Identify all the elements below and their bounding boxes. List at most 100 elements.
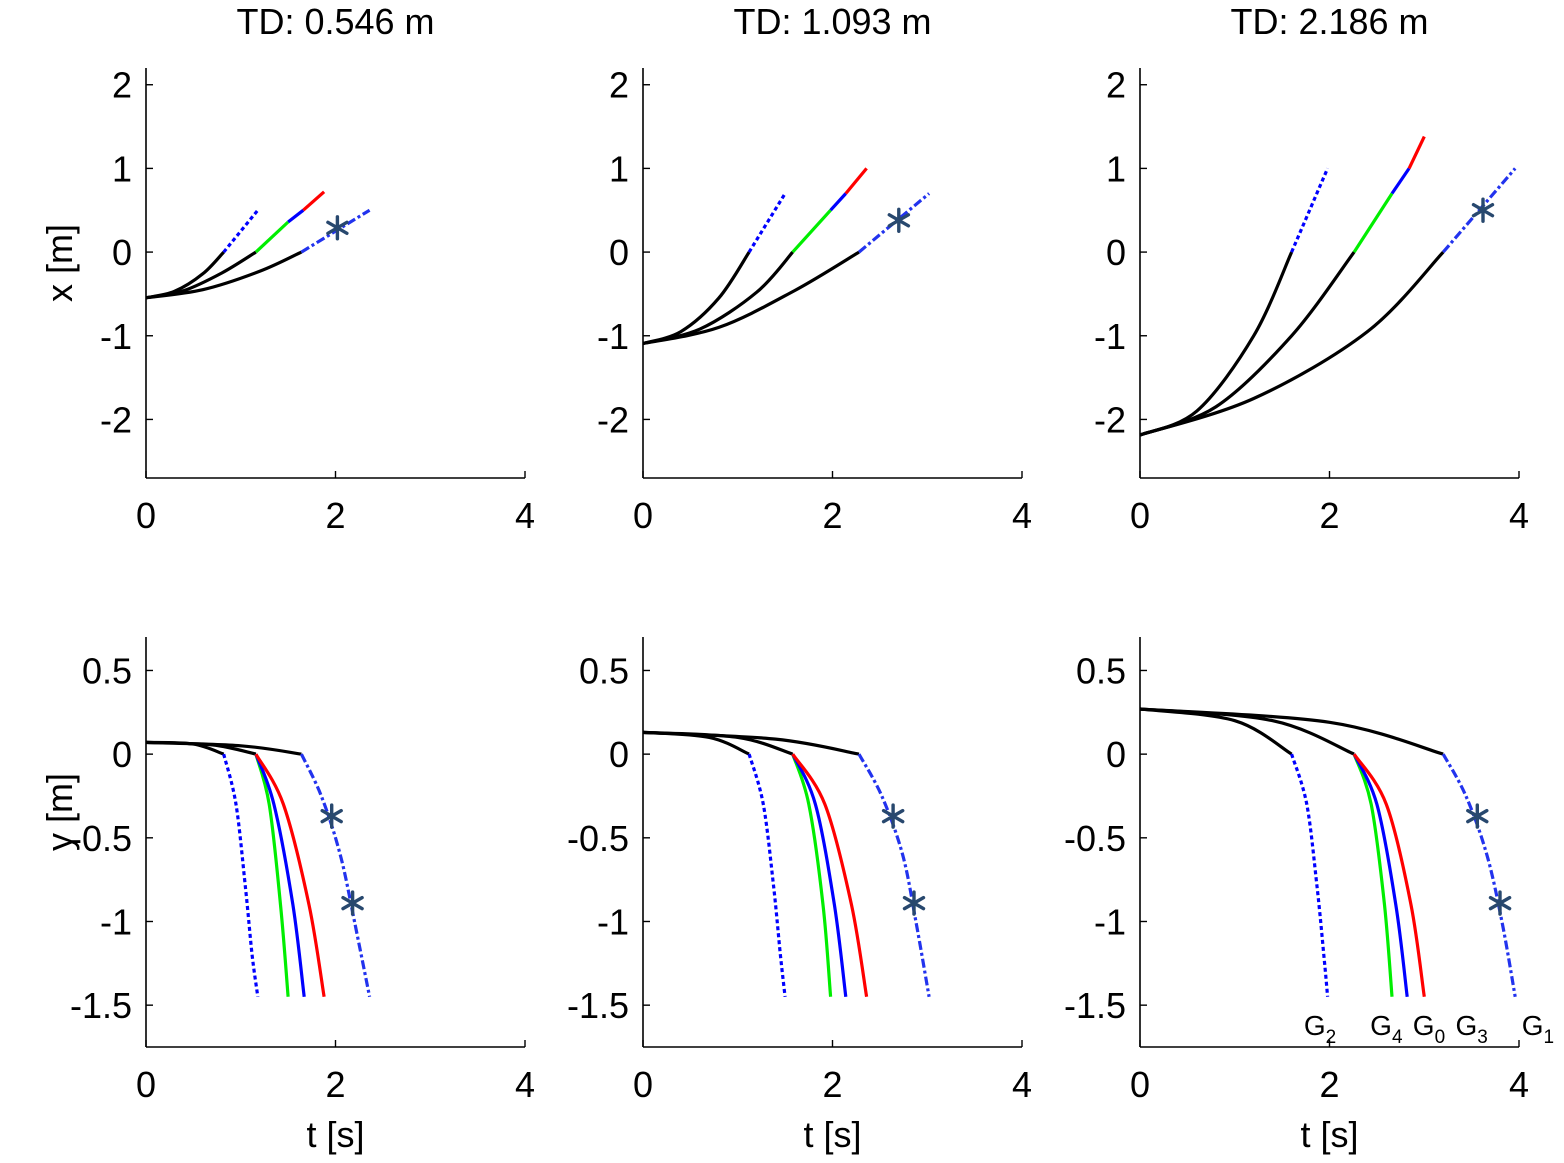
series-g1-crossing bbox=[1441, 753, 1517, 998]
y-tick-label: -0.5 bbox=[567, 818, 629, 859]
series-g1-approach bbox=[1139, 250, 1445, 437]
series-g0-crossing bbox=[254, 753, 306, 997]
y-tick-label: 0 bbox=[112, 232, 132, 273]
series-g4-crossing bbox=[254, 753, 290, 997]
series-g1-approach bbox=[642, 250, 860, 346]
series-g3-crossing bbox=[1352, 753, 1426, 998]
group-label-g1: G1 bbox=[1522, 1010, 1554, 1048]
series-g1-approach bbox=[145, 250, 303, 300]
series-g3-crossing bbox=[791, 753, 869, 998]
y-tick-label: -2 bbox=[1094, 399, 1126, 440]
x-tick-label: 2 bbox=[822, 495, 842, 536]
x-tick-label: 2 bbox=[1319, 495, 1339, 536]
x-tick-label: 4 bbox=[1012, 495, 1032, 536]
panel-y-td-1: 0.50-0.5-1-1.50 2 4 bbox=[70, 637, 535, 1105]
y-tick-label: 0 bbox=[609, 734, 629, 775]
asterisk-marker bbox=[881, 803, 905, 829]
y-tick-label: 0 bbox=[609, 232, 629, 273]
series-g3-crossing bbox=[844, 167, 868, 195]
y-tick-label: -2 bbox=[597, 399, 629, 440]
y-tick-label: 0 bbox=[1106, 734, 1126, 775]
panel-x-td-2: 2 1 0 -1 -2 0 2 4 bbox=[597, 65, 1032, 536]
series-g2-crossing bbox=[747, 192, 787, 253]
y-tick-label: -1 bbox=[1094, 316, 1126, 357]
x-tick-label: 4 bbox=[515, 1064, 535, 1105]
series-g4-g0-g3-approach bbox=[1139, 251, 1356, 437]
panel-y-td-3: 0.50-0.5-1-1.50 2 4G2 G4 G0 G3 G1 bbox=[1064, 637, 1554, 1105]
series-g1-crossing bbox=[857, 753, 931, 998]
group-label-g4: G4 bbox=[1370, 1010, 1403, 1048]
y-tick-label: 0.5 bbox=[1076, 650, 1126, 691]
series-g1-approach bbox=[1139, 707, 1444, 756]
asterisk-marker bbox=[326, 215, 349, 241]
series-g0-crossing bbox=[287, 208, 305, 224]
x-tick-label: 4 bbox=[1012, 1064, 1032, 1105]
x-tick-label: 4 bbox=[1509, 1064, 1529, 1105]
group-label-g2: G2 bbox=[1304, 1010, 1336, 1048]
series-g3-crossing bbox=[254, 753, 326, 998]
series-g3-crossing bbox=[302, 190, 326, 212]
y-tick-label: 0 bbox=[1106, 232, 1126, 273]
y-tick-label: 2 bbox=[609, 65, 629, 106]
series-g2-crossing bbox=[1290, 753, 1330, 997]
x-tick-label: 0 bbox=[136, 1064, 156, 1105]
y-tick-label: -1 bbox=[1094, 901, 1126, 942]
y-tick-label: 2 bbox=[1106, 65, 1126, 106]
y-axis-title-row-2: y [m] bbox=[39, 773, 80, 851]
x-tick-label: 2 bbox=[1319, 1064, 1339, 1105]
y-tick-label: 0 bbox=[112, 734, 132, 775]
series-g1-crossing bbox=[299, 753, 372, 998]
series-g0-crossing bbox=[829, 192, 847, 212]
group-label-g3: G3 bbox=[1455, 1010, 1487, 1048]
x-tick-label: 0 bbox=[136, 495, 156, 536]
series-g3-crossing bbox=[1407, 135, 1426, 170]
series-g0-crossing bbox=[1390, 167, 1411, 195]
x-axis-title-col-2: t [s] bbox=[803, 1114, 861, 1155]
asterisk-marker bbox=[887, 207, 911, 234]
x-tick-label: 0 bbox=[633, 495, 653, 536]
x-axis-title-col-1: t [s] bbox=[306, 1114, 364, 1155]
series-g2-crossing bbox=[222, 753, 260, 998]
y-tick-label: 0.5 bbox=[82, 650, 132, 691]
y-tick-label: -1.5 bbox=[70, 985, 132, 1026]
y-tick-label: -1 bbox=[100, 316, 132, 357]
y-tick-label: -1.5 bbox=[1064, 985, 1126, 1026]
asterisk-marker bbox=[1466, 803, 1489, 829]
asterisk-marker bbox=[1471, 197, 1495, 223]
series-g4-crossing bbox=[254, 220, 290, 254]
y-tick-label: 2 bbox=[112, 65, 132, 106]
series-g4-crossing bbox=[1352, 753, 1394, 997]
series-g1-approach bbox=[642, 730, 860, 756]
x-axis-title-col-3: t [s] bbox=[1300, 1114, 1358, 1155]
x-tick-label: 0 bbox=[1130, 495, 1150, 536]
panel-title-col-3: TD: 2.186 m bbox=[1230, 1, 1428, 42]
y-axis-title-row-1: x [m] bbox=[39, 224, 80, 302]
x-tick-label: 2 bbox=[822, 1064, 842, 1105]
y-tick-label: 1 bbox=[1106, 148, 1126, 189]
group-label-g0: G0 bbox=[1413, 1010, 1445, 1048]
x-tick-label: 4 bbox=[1509, 495, 1529, 536]
series-g1-crossing bbox=[300, 208, 371, 254]
x-tick-label: 0 bbox=[1130, 1064, 1150, 1105]
x-tick-label: 0 bbox=[633, 1064, 653, 1105]
y-tick-label: -1 bbox=[597, 901, 629, 942]
series-g2-crossing bbox=[1290, 167, 1330, 253]
series-g2-crossing bbox=[747, 753, 787, 997]
y-tick-label: 0.5 bbox=[579, 650, 629, 691]
series-g4-crossing bbox=[791, 753, 833, 997]
asterisk-marker bbox=[341, 890, 364, 916]
series-g2-crossing bbox=[222, 209, 260, 254]
panel-x-td-1: 2 1 0 -1 -2 0 2 4 bbox=[100, 65, 535, 536]
series-g1-crossing bbox=[1441, 167, 1517, 254]
x-tick-label: 2 bbox=[325, 1064, 345, 1105]
series-g4-crossing bbox=[791, 209, 832, 254]
y-tick-label: -0.5 bbox=[1064, 818, 1126, 859]
asterisk-marker bbox=[1488, 890, 1512, 916]
series-g0-crossing bbox=[791, 753, 848, 997]
y-tick-label: -1 bbox=[100, 901, 132, 942]
y-tick-label: 1 bbox=[609, 148, 629, 189]
asterisk-marker bbox=[902, 890, 926, 916]
series-g4-crossing bbox=[1352, 192, 1394, 253]
panel-title-col-1: TD: 0.546 m bbox=[236, 1, 434, 42]
